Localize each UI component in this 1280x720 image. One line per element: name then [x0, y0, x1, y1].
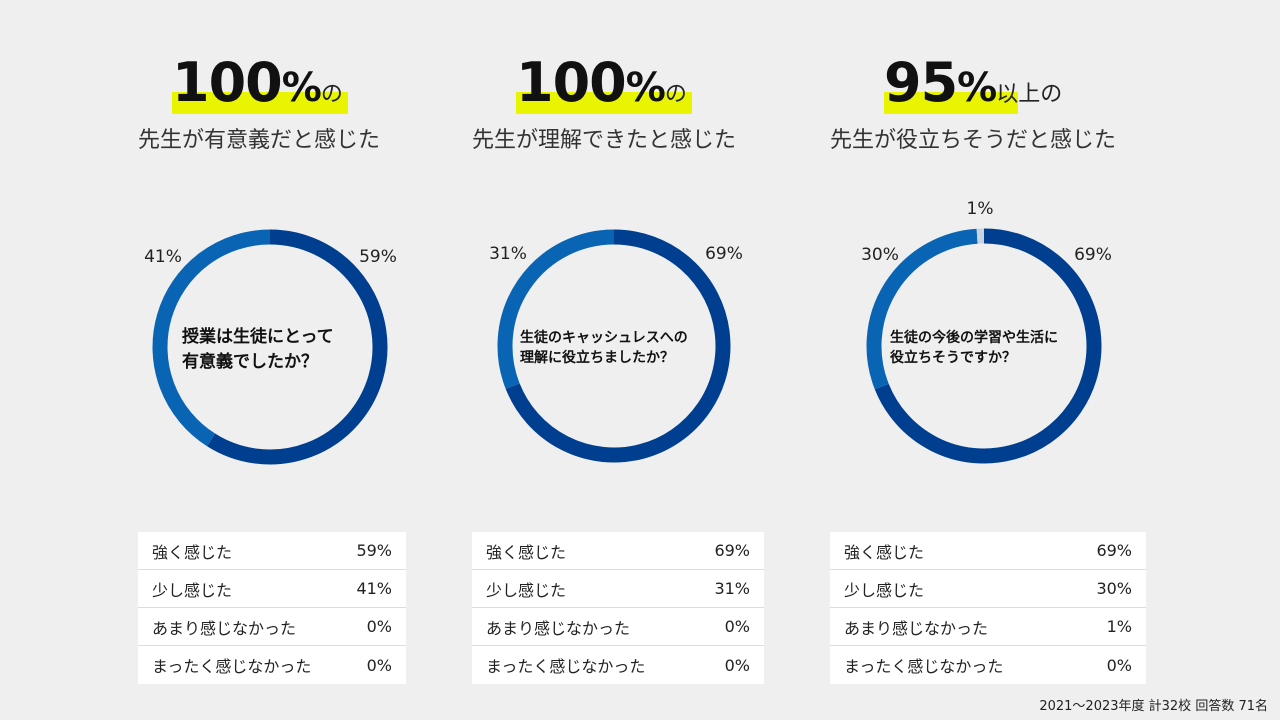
row-value: 59% [356, 541, 392, 560]
headline-number: 100 [172, 51, 283, 114]
question-line: 役立ちそうですか？ [890, 350, 1016, 367]
donut-slice-2-2 [497, 229, 615, 389]
row-label: まったく感じなかった [486, 657, 646, 676]
headline-number: 100 [516, 51, 627, 114]
headline-suffix: の [320, 82, 343, 107]
donut-slice-1-1 [207, 229, 388, 465]
table-row: 少し感じた 31% [472, 570, 764, 608]
question-line: 理解に役立ちましたか？ [520, 350, 674, 367]
headline-highlight [884, 92, 1018, 114]
row-value: 41% [356, 579, 392, 598]
headline-number: 95 [884, 51, 958, 114]
question-line: 授業は生徒にとって [182, 327, 334, 347]
table-row: あまり感じなかった 1% [830, 608, 1146, 646]
chart-question: 授業は生徒にとって 有意義でしたか？ [182, 325, 334, 374]
table-row: あまり感じなかった 0% [472, 608, 764, 646]
row-value: 69% [1096, 541, 1132, 560]
question-line: 生徒の今後の学習や生活に [890, 330, 1058, 346]
subline: 先生が役立ちそうだと感じた [830, 128, 1117, 153]
table-row: まったく感じなかった 0% [472, 646, 764, 684]
donut-label-3-1: 69% [1074, 245, 1112, 265]
headline-percent: % [281, 65, 322, 111]
table-row: 強く感じた 69% [830, 532, 1146, 570]
donut-slice-2-1 [505, 229, 731, 463]
table-row: 強く感じた 59% [138, 532, 406, 570]
question-line: 生徒のキャッシュレスへの [520, 330, 688, 346]
donut-label-1-1: 59% [359, 247, 397, 267]
row-value: 1% [1106, 617, 1132, 636]
footer-note: 2021～2023年度 計32校 回答数 71名 [1039, 699, 1268, 714]
table-row: まったく感じなかった 0% [830, 646, 1146, 684]
donut-label-3-2: 30% [861, 245, 899, 265]
row-label: 強く感じた [844, 542, 925, 562]
chart-question: 生徒のキャッシュレスへの 理解に役立ちましたか？ [520, 328, 688, 369]
row-label: 少し感じた [844, 580, 925, 600]
row-label: 少し感じた [486, 580, 567, 600]
headline: 95%以上の [830, 52, 1150, 114]
row-value: 69% [714, 541, 750, 560]
headline: 100%の [138, 52, 408, 114]
table-row: まったく感じなかった 0% [138, 646, 406, 684]
row-label: 強く感じた [486, 542, 567, 562]
row-value: 0% [366, 655, 392, 675]
row-value: 0% [724, 617, 750, 636]
donut-label-3-3: 1% [967, 199, 994, 219]
subline: 先生が有意義だと感じた [138, 128, 381, 153]
subline: 先生が理解できたと感じた [472, 128, 737, 153]
donut-slice-3-1 [874, 228, 1102, 464]
result-table: 強く感じた 69% 少し感じた 30% あまり感じなかった 1% まったく感じなかった… [830, 532, 1146, 684]
chart-question: 生徒の今後の学習や生活に 役立ちそうですか？ [890, 328, 1058, 369]
donut-slice-1-2 [152, 229, 271, 447]
row-value: 0% [1106, 655, 1132, 675]
headline-suffix: 以上の [996, 82, 1063, 107]
panel-useful: 95%以上の 先生が役立ちそうだと感じた [830, 0, 1150, 720]
row-value: 30% [1096, 579, 1132, 598]
donut-label-2-2: 31% [489, 244, 527, 264]
headline-percent: % [625, 65, 666, 111]
table-row: 少し感じた 30% [830, 570, 1146, 608]
panel-meaningful: 100%の 先生が有意義だと感じた [138, 0, 408, 720]
result-table: 強く感じた 59% 少し感じた 41% あまり感じなかった 0% まったく感じなかった… [138, 532, 406, 684]
row-label: 少し感じた [152, 580, 233, 600]
row-value: 0% [724, 655, 750, 675]
row-label: 強く感じた [152, 542, 233, 562]
donut-label-1-2: 41% [144, 247, 182, 267]
panel-understanding: 100%の 先生が理解できたと感じた [472, 0, 772, 720]
row-value: 0% [366, 617, 392, 636]
row-label: まったく感じなかった [844, 657, 1004, 676]
result-table: 強く感じた 69% 少し感じた 31% あまり感じなかった 0% まったく感じなかった… [472, 532, 764, 684]
table-row: 強く感じた 69% [472, 532, 764, 570]
question-line: 有意義でしたか？ [182, 351, 318, 372]
headline-suffix: の [664, 82, 687, 107]
donut-slice-3-2 [866, 228, 978, 390]
row-value: 31% [714, 579, 750, 598]
table-row: あまり感じなかった 0% [138, 608, 406, 646]
row-label: あまり感じなかった [486, 618, 631, 638]
row-label: あまり感じなかった [844, 618, 989, 638]
headline-percent: % [957, 65, 997, 111]
row-label: あまり感じなかった [152, 618, 297, 638]
row-label: まったく感じなかった [152, 657, 312, 676]
table-row: 少し感じた 41% [138, 570, 406, 608]
donut-label-2-1: 69% [705, 244, 743, 264]
headline-highlight [516, 92, 692, 114]
headline: 100%の [472, 52, 772, 114]
headline-highlight [172, 92, 348, 114]
